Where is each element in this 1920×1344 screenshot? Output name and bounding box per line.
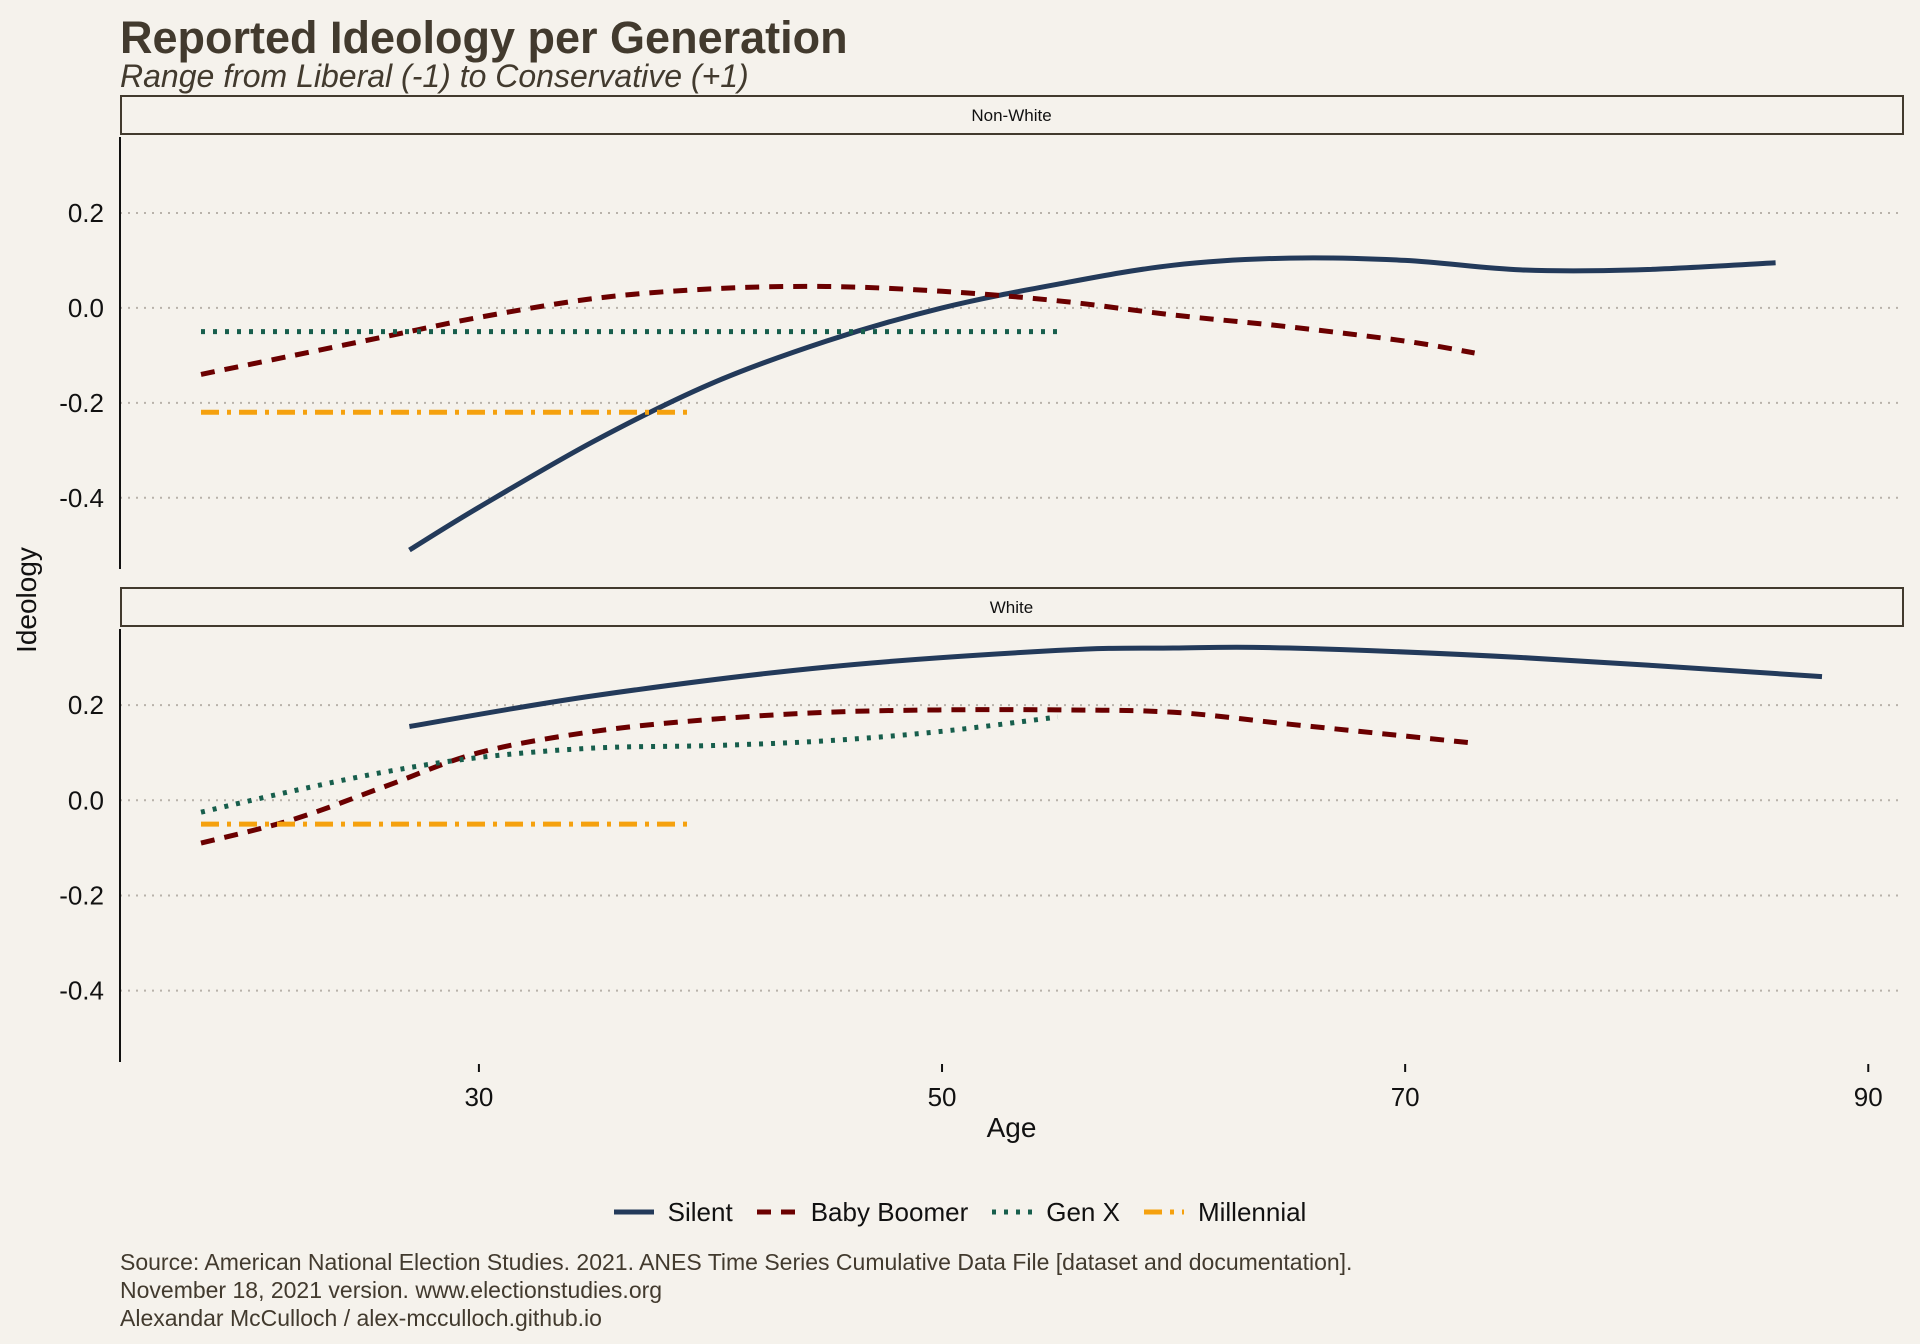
chart-title: Reported Ideology per Generation	[120, 12, 848, 63]
legend: Silent Baby Boomer Gen X Millennial	[0, 1192, 1920, 1232]
facet-label-non-white: Non-White	[971, 106, 1051, 125]
series-line-silent-non-white	[408, 255, 1776, 553]
legend-label-silent: Silent	[667, 1196, 733, 1227]
chart-subtitle: Range from Liberal (-1) to Conservative …	[120, 58, 749, 94]
series-line-baby-boomer-non-white	[200, 283, 1476, 377]
y-axis-label: Ideology	[11, 547, 42, 653]
x-tick-label: 30	[464, 1082, 493, 1112]
series-line-silent-white	[408, 644, 1823, 729]
legend-key-silent	[613, 1209, 654, 1215]
x-axis-label: Age	[987, 1112, 1037, 1143]
y-tick-label-white: 0.0	[68, 785, 104, 815]
legend-item-millennial: Millennial	[1143, 1196, 1307, 1228]
x-tick-label: 70	[1391, 1082, 1420, 1112]
y-tick-label-non-white: 0.0	[68, 293, 104, 323]
facet-strip-white	[120, 587, 1904, 627]
series-line-gen-x-white	[200, 714, 1059, 815]
y-tick-label-non-white: -0.2	[59, 388, 104, 418]
legend-label-baby-boomer: Baby Boomer	[810, 1196, 969, 1227]
x-tick-label: 50	[928, 1082, 957, 1112]
legend-item-silent: Silent	[613, 1196, 733, 1228]
legend-item-baby-boomer: Baby Boomer	[756, 1196, 969, 1228]
caption-line-3: Alexandar McCulloch / alex-mcculloch.git…	[120, 1305, 602, 1331]
y-tick-label-white: -0.4	[59, 976, 104, 1006]
caption-line-2: November 18, 2021 version. www.elections…	[120, 1277, 663, 1303]
legend-label-gen-x: Gen X	[1046, 1196, 1120, 1227]
x-tick-label: 90	[1854, 1082, 1883, 1112]
facet-label-white: White	[990, 598, 1033, 617]
y-tick-label-non-white: 0.2	[68, 198, 104, 228]
caption-line-1: Source: American National Election Studi…	[120, 1249, 1353, 1275]
legend-item-gen-x: Gen X	[992, 1197, 1120, 1228]
y-tick-label-non-white: -0.4	[59, 483, 104, 513]
facet-strip-non-white	[120, 95, 1904, 135]
legend-key-baby-boomer	[756, 1209, 797, 1215]
legend-label-millennial: Millennial	[1197, 1196, 1307, 1227]
series-line-baby-boomer-white	[200, 707, 1475, 846]
source-caption: Source: American National Election Studi…	[120, 1248, 1352, 1332]
y-tick-label-white: -0.2	[59, 880, 104, 910]
legend-key-gen-x	[992, 1209, 1033, 1215]
y-tick-label-white: 0.2	[68, 690, 104, 720]
legend-key-millennial	[1143, 1209, 1184, 1215]
